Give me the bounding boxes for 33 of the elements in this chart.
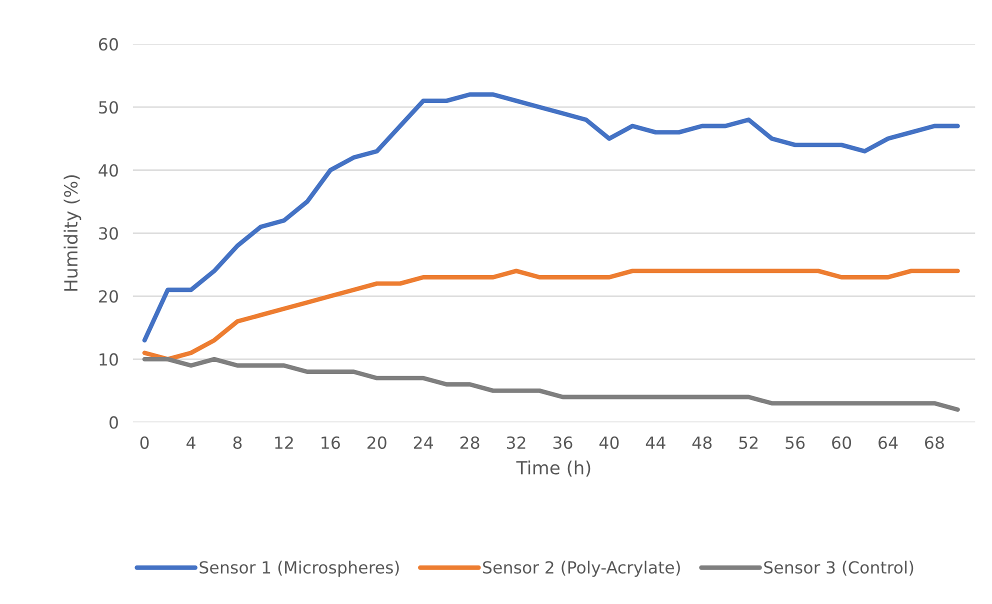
x-tick-label: 60	[832, 436, 852, 449]
y-tick-label: 0	[110, 416, 118, 429]
x-tick-label: 56	[786, 436, 805, 449]
x-tick-label: 28	[460, 436, 480, 449]
y-tick-label: 40	[98, 164, 118, 177]
x-tick-label: 36	[553, 436, 572, 449]
x-tick-label: 40	[599, 436, 619, 449]
x-tick-label: 8	[233, 436, 242, 449]
x-tick-label: 44	[646, 436, 666, 449]
x-tick-label: 12	[275, 436, 293, 449]
y-tick-label: 20	[99, 290, 118, 303]
x-axis-title: Time (h)	[516, 460, 590, 477]
legend-label: Sensor 2 (Poly-Acrylate)	[483, 560, 680, 577]
x-tick-label: 68	[925, 436, 944, 449]
line-series	[142, 92, 960, 342]
y-tick-label: 60	[98, 38, 118, 51]
legend-label: Sensor 1 (Microspheres)	[200, 560, 399, 577]
x-tick-label: 48	[692, 436, 712, 449]
legend-label: Sensor 3 (Control)	[764, 560, 914, 576]
x-tick-label: 52	[739, 436, 758, 449]
y-tick-label: 30	[99, 227, 118, 240]
y-tick-label: 10	[100, 353, 118, 366]
line-series	[142, 268, 960, 362]
x-tick-label: 64	[878, 436, 898, 449]
x-tick-label: 32	[506, 436, 526, 449]
y-axis-title: Humidity (%)	[64, 175, 82, 291]
y-tick-label: 50	[99, 101, 118, 114]
x-tick-label: 24	[414, 436, 434, 449]
x-tick-label: 16	[322, 436, 340, 449]
line-series	[142, 356, 960, 412]
x-tick-label: 4	[186, 436, 196, 449]
x-tick-label: 20	[367, 436, 386, 449]
x-tick-label: 0	[140, 436, 149, 449]
